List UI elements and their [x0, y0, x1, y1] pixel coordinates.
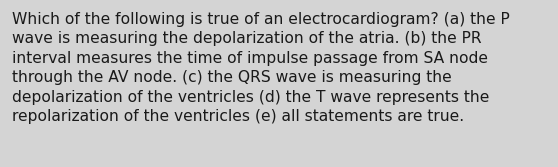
Text: Which of the following is true of an electrocardiogram? (a) the P
wave is measur: Which of the following is true of an ele… [12, 12, 510, 124]
